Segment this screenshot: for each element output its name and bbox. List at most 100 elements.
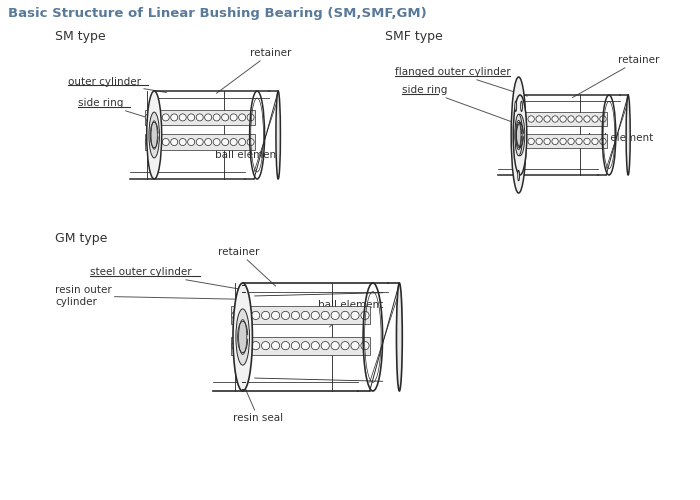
Circle shape bbox=[351, 342, 359, 349]
Circle shape bbox=[262, 342, 270, 349]
Circle shape bbox=[171, 138, 178, 145]
Circle shape bbox=[196, 138, 203, 145]
Text: outer cylinder: outer cylinder bbox=[68, 77, 167, 92]
Circle shape bbox=[272, 342, 279, 349]
Circle shape bbox=[512, 116, 519, 122]
Text: retainer: retainer bbox=[218, 247, 276, 286]
Ellipse shape bbox=[396, 283, 402, 391]
Circle shape bbox=[536, 138, 542, 144]
Circle shape bbox=[520, 116, 526, 122]
Text: Basic Structure of Linear Bushing Bearing (SM,SMF,GM): Basic Structure of Linear Bushing Bearin… bbox=[8, 7, 427, 20]
Circle shape bbox=[600, 138, 606, 144]
Circle shape bbox=[552, 138, 559, 144]
Ellipse shape bbox=[518, 170, 519, 181]
Circle shape bbox=[281, 342, 290, 349]
Circle shape bbox=[241, 342, 250, 349]
Circle shape bbox=[576, 116, 582, 122]
Circle shape bbox=[321, 342, 329, 349]
Ellipse shape bbox=[147, 91, 162, 179]
Ellipse shape bbox=[239, 320, 247, 354]
Circle shape bbox=[584, 116, 590, 122]
Circle shape bbox=[568, 116, 574, 122]
Circle shape bbox=[204, 114, 211, 121]
Text: steel outer cylinder: steel outer cylinder bbox=[90, 267, 248, 290]
Circle shape bbox=[239, 114, 246, 121]
Ellipse shape bbox=[149, 112, 160, 158]
Circle shape bbox=[145, 138, 153, 145]
Circle shape bbox=[251, 312, 260, 320]
Circle shape bbox=[230, 138, 237, 145]
Circle shape bbox=[568, 138, 574, 144]
Circle shape bbox=[262, 312, 270, 320]
Circle shape bbox=[196, 114, 203, 121]
Circle shape bbox=[213, 138, 220, 145]
Bar bbox=[144, 134, 255, 150]
Circle shape bbox=[528, 116, 534, 122]
Circle shape bbox=[154, 138, 161, 145]
Circle shape bbox=[154, 114, 161, 121]
Circle shape bbox=[592, 138, 598, 144]
Circle shape bbox=[321, 312, 329, 320]
Circle shape bbox=[241, 312, 250, 320]
Bar bbox=[511, 134, 607, 148]
Circle shape bbox=[162, 138, 169, 145]
Circle shape bbox=[592, 116, 598, 122]
Circle shape bbox=[560, 116, 566, 122]
Circle shape bbox=[162, 114, 169, 121]
Circle shape bbox=[188, 138, 195, 145]
Circle shape bbox=[544, 138, 550, 144]
Circle shape bbox=[544, 116, 550, 122]
Circle shape bbox=[213, 114, 220, 121]
Ellipse shape bbox=[514, 101, 517, 112]
Circle shape bbox=[145, 114, 153, 121]
Bar bbox=[231, 336, 370, 354]
Bar bbox=[144, 110, 255, 125]
Circle shape bbox=[576, 138, 582, 144]
Circle shape bbox=[301, 312, 309, 320]
Ellipse shape bbox=[233, 283, 253, 391]
Text: GM type: GM type bbox=[55, 232, 107, 245]
Text: SMF type: SMF type bbox=[385, 30, 442, 43]
Bar bbox=[511, 112, 607, 126]
Ellipse shape bbox=[626, 95, 630, 175]
Ellipse shape bbox=[517, 122, 523, 148]
Text: retainer: retainer bbox=[573, 55, 659, 98]
Circle shape bbox=[272, 312, 279, 320]
Circle shape bbox=[560, 138, 566, 144]
Ellipse shape bbox=[515, 114, 522, 156]
Text: flanged outer cylinder: flanged outer cylinder bbox=[395, 67, 527, 96]
Circle shape bbox=[331, 342, 340, 349]
Circle shape bbox=[528, 138, 534, 144]
Circle shape bbox=[281, 312, 290, 320]
Text: resin outer
cylinder: resin outer cylinder bbox=[55, 285, 236, 307]
Circle shape bbox=[247, 114, 254, 121]
Circle shape bbox=[291, 312, 300, 320]
Circle shape bbox=[341, 312, 349, 320]
Circle shape bbox=[600, 116, 606, 122]
Circle shape bbox=[222, 138, 229, 145]
Circle shape bbox=[230, 114, 237, 121]
Ellipse shape bbox=[513, 95, 527, 175]
Circle shape bbox=[179, 114, 186, 121]
Ellipse shape bbox=[151, 121, 158, 149]
Circle shape bbox=[341, 342, 349, 349]
Ellipse shape bbox=[515, 114, 525, 156]
Ellipse shape bbox=[236, 309, 249, 365]
Circle shape bbox=[361, 342, 369, 349]
Circle shape bbox=[188, 114, 195, 121]
Circle shape bbox=[179, 138, 186, 145]
Ellipse shape bbox=[511, 77, 526, 193]
Circle shape bbox=[171, 114, 178, 121]
Ellipse shape bbox=[276, 91, 281, 179]
Circle shape bbox=[536, 116, 542, 122]
Circle shape bbox=[247, 138, 254, 145]
Text: ball element: ball element bbox=[578, 133, 653, 144]
Text: ball element: ball element bbox=[215, 144, 280, 160]
Circle shape bbox=[222, 114, 229, 121]
Bar bbox=[231, 306, 370, 324]
Text: side ring: side ring bbox=[402, 85, 512, 122]
Text: ball element: ball element bbox=[318, 300, 384, 327]
Circle shape bbox=[204, 138, 211, 145]
Circle shape bbox=[232, 312, 240, 320]
Circle shape bbox=[351, 312, 359, 320]
